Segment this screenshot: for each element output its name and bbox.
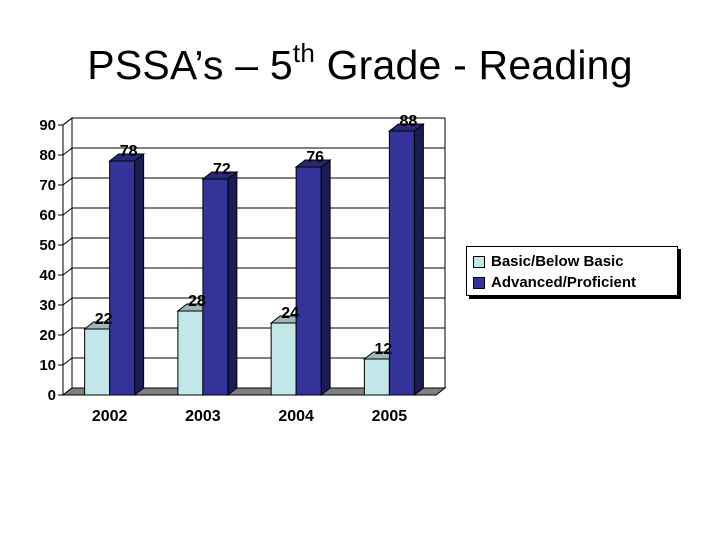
y-tick-label: 90 xyxy=(39,117,56,134)
gridline xyxy=(62,117,445,126)
bar-front xyxy=(84,328,111,396)
data-label-advanced-2003: 72 xyxy=(213,161,231,178)
y-tick-label: 20 xyxy=(39,327,56,344)
x-label-2005: 2005 xyxy=(372,408,408,425)
data-label-advanced-2002: 78 xyxy=(120,143,138,160)
bar-side xyxy=(320,158,331,397)
bar-advanced-2005 xyxy=(387,122,425,397)
bar-front xyxy=(177,310,204,396)
y-tick-label: 70 xyxy=(39,177,56,194)
data-labels: 22 78 28 72 24 76 12 88 xyxy=(95,113,418,358)
title-text-rest: Grade - Reading xyxy=(314,42,633,88)
title-superscript: th xyxy=(292,38,315,69)
data-label-basic-2003: 28 xyxy=(188,293,206,310)
bar-front xyxy=(202,178,229,396)
data-label-basic-2005: 12 xyxy=(374,341,392,358)
x-label-2003: 2003 xyxy=(185,408,221,425)
y-tick-label: 80 xyxy=(39,147,56,164)
legend-label-advanced: Advanced/Proficient xyxy=(491,274,637,291)
bar-advanced-2003 xyxy=(201,170,239,397)
bar-front xyxy=(109,160,136,396)
data-label-basic-2004: 24 xyxy=(281,305,299,322)
bar-side xyxy=(134,152,145,397)
gridline xyxy=(62,147,445,156)
chart-side-wall xyxy=(62,116,73,397)
y-tick-label: 0 xyxy=(48,387,56,404)
bar-front xyxy=(270,322,297,396)
x-category-labels: 2002 2003 2004 2005 xyxy=(92,408,407,425)
bar-side xyxy=(413,122,424,397)
bars xyxy=(83,122,425,397)
legend-item-basic: Basic/Below Basic xyxy=(473,251,671,272)
bar-advanced-2002 xyxy=(108,152,146,397)
chart-legend: Basic/Below Basic Advanced/Proficient xyxy=(466,246,678,296)
legend-swatch-advanced xyxy=(473,276,485,289)
y-tick-label: 10 xyxy=(39,357,56,374)
title-text: PSSA’s – 5 xyxy=(87,42,293,88)
bar-front xyxy=(363,358,390,396)
y-tick-labels: 0 10 20 30 40 50 60 70 80 90 xyxy=(39,117,63,404)
bar-side xyxy=(227,170,238,397)
legend-label-basic: Basic/Below Basic xyxy=(491,253,624,270)
data-label-basic-2002: 22 xyxy=(95,311,113,328)
y-tick-label: 60 xyxy=(39,207,56,224)
data-label-advanced-2004: 76 xyxy=(306,149,324,166)
legend-item-advanced: Advanced/Proficient xyxy=(473,272,671,293)
bar-front xyxy=(295,166,322,396)
bar-advanced-2004 xyxy=(294,158,332,397)
x-label-2002: 2002 xyxy=(92,408,128,425)
slide-title: PSSA’s – 5th Grade - Reading xyxy=(0,40,720,89)
legend-swatch-basic xyxy=(473,255,485,268)
x-label-2004: 2004 xyxy=(278,408,314,425)
data-label-advanced-2005: 88 xyxy=(399,113,417,130)
y-tick-label: 40 xyxy=(39,267,56,284)
y-tick-label: 50 xyxy=(39,237,56,254)
y-tick-label: 30 xyxy=(39,297,56,314)
bar-front xyxy=(388,130,415,396)
